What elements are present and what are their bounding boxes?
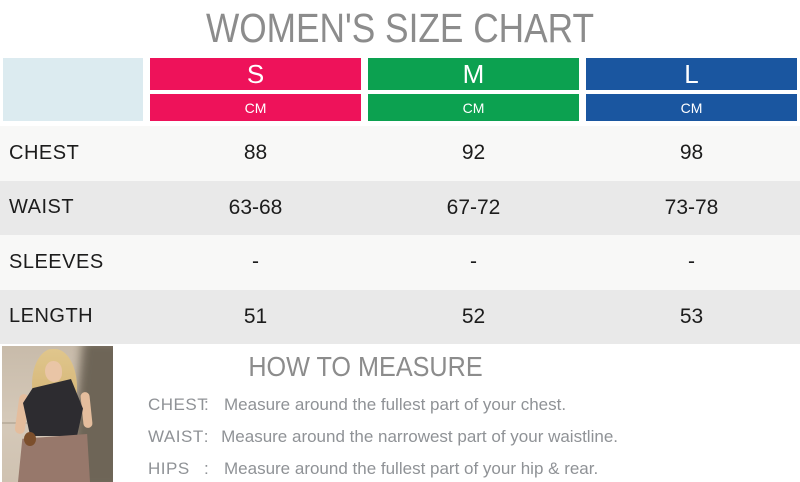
waist-s-value: 63-68 — [228, 195, 283, 219]
how-to-measure-section: HOW TO MEASURE CHEST : Measure around th… — [0, 345, 800, 482]
measure-colon: : — [204, 395, 209, 414]
waist-l-value: 73-78 — [664, 195, 719, 219]
model-photo — [2, 346, 113, 482]
photo-model-face — [45, 361, 62, 382]
size-header-s: S — [150, 58, 361, 90]
table-row-chest: CHEST 88 92 98 — [0, 126, 800, 181]
waist-m-value: 67-72 — [446, 195, 501, 219]
measure-label-waist: WAIST — [148, 427, 204, 446]
table-row-waist: WAIST 63-68 67-72 73-78 — [0, 180, 800, 235]
length-s-value: 51 — [243, 304, 268, 328]
measure-text-waist: Measure around the narrowest part of you… — [221, 427, 618, 446]
length-l-value: 53 — [679, 304, 704, 328]
sleeves-l-value: - — [688, 250, 695, 274]
size-header-l: L — [586, 58, 797, 90]
photo-model-bracelet — [24, 432, 36, 446]
unit-cell-s: CM — [150, 94, 361, 121]
measure-item-waist: WAIST : Measure around the narrowest par… — [148, 427, 618, 447]
measure-item-chest: CHEST : Measure around the fullest part … — [148, 395, 618, 415]
measure-heading: HOW TO MEASURE — [248, 351, 483, 382]
sleeves-s-value: - — [252, 250, 259, 274]
chest-s-value: 88 — [243, 141, 268, 165]
unit-cell-m: CM — [368, 94, 579, 121]
chest-m-value: 92 — [461, 141, 486, 165]
measure-label-hips: HIPS — [148, 459, 190, 478]
length-m-value: 52 — [461, 304, 486, 328]
size-table-body: CHEST 88 92 98 WAIST 63-68 67-72 73-78 S… — [0, 126, 800, 344]
measure-instructions: HOW TO MEASURE CHEST : Measure around th… — [113, 345, 618, 482]
photo-model-black-top — [23, 379, 83, 436]
table-row-length: LENGTH 51 52 53 — [0, 289, 800, 344]
sleeves-m-value: - — [470, 250, 477, 274]
table-row-sleeves: SLEEVES - - - — [0, 235, 800, 290]
measure-item-hips: HIPS : Measure around the fullest part o… — [148, 459, 618, 479]
measure-text-hips: Measure around the fullest part of your … — [224, 459, 599, 478]
measure-colon: : — [204, 459, 209, 478]
size-header-m: M — [368, 58, 579, 90]
row-label-waist: WAIST — [9, 196, 75, 219]
chest-l-value: 98 — [679, 141, 704, 165]
unit-cell-l: CM — [586, 94, 797, 121]
page-title: WOMEN'S SIZE CHART — [205, 5, 595, 51]
row-label-sleeves: SLEEVES — [9, 250, 104, 273]
size-table-header: S M L CM CM CM — [0, 58, 800, 121]
measure-text-chest: Measure around the fullest part of your … — [224, 395, 567, 414]
row-label-length: LENGTH — [9, 305, 94, 328]
measure-label-chest: CHEST — [148, 395, 209, 414]
row-label-chest: CHEST — [9, 141, 80, 164]
measure-colon: : — [203, 427, 209, 446]
table-corner-cell — [3, 58, 143, 121]
